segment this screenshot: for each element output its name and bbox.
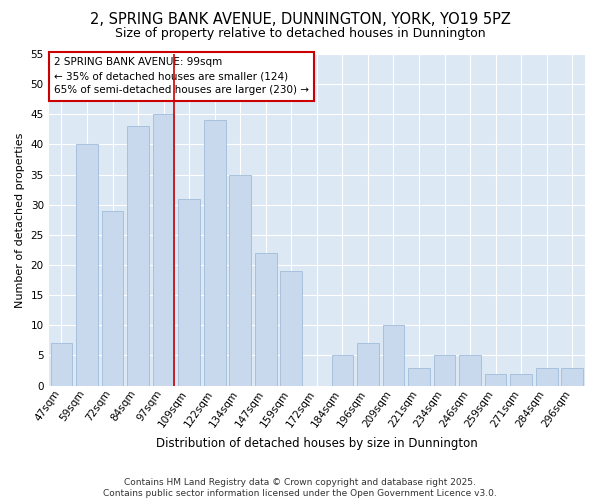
Bar [101,211,124,386]
Bar [562,368,583,386]
Bar [178,198,200,386]
Bar [127,126,149,386]
Bar [408,368,430,386]
Bar [383,326,404,386]
Bar [229,174,251,386]
Bar [357,344,379,386]
Bar [76,144,98,386]
Bar [280,271,302,386]
Text: 2, SPRING BANK AVENUE, DUNNINGTON, YORK, YO19 5PZ: 2, SPRING BANK AVENUE, DUNNINGTON, YORK,… [89,12,511,28]
Bar [510,374,532,386]
Bar [485,374,506,386]
Bar [153,114,175,386]
Text: 2 SPRING BANK AVENUE: 99sqm
← 35% of detached houses are smaller (124)
65% of se: 2 SPRING BANK AVENUE: 99sqm ← 35% of det… [54,58,309,96]
Bar [459,356,481,386]
Bar [50,344,72,386]
Bar [204,120,226,386]
Bar [536,368,557,386]
Bar [332,356,353,386]
Bar [255,253,277,386]
Text: Size of property relative to detached houses in Dunnington: Size of property relative to detached ho… [115,28,485,40]
Y-axis label: Number of detached properties: Number of detached properties [15,132,25,308]
Bar [434,356,455,386]
X-axis label: Distribution of detached houses by size in Dunnington: Distribution of detached houses by size … [156,437,478,450]
Text: Contains HM Land Registry data © Crown copyright and database right 2025.
Contai: Contains HM Land Registry data © Crown c… [103,478,497,498]
